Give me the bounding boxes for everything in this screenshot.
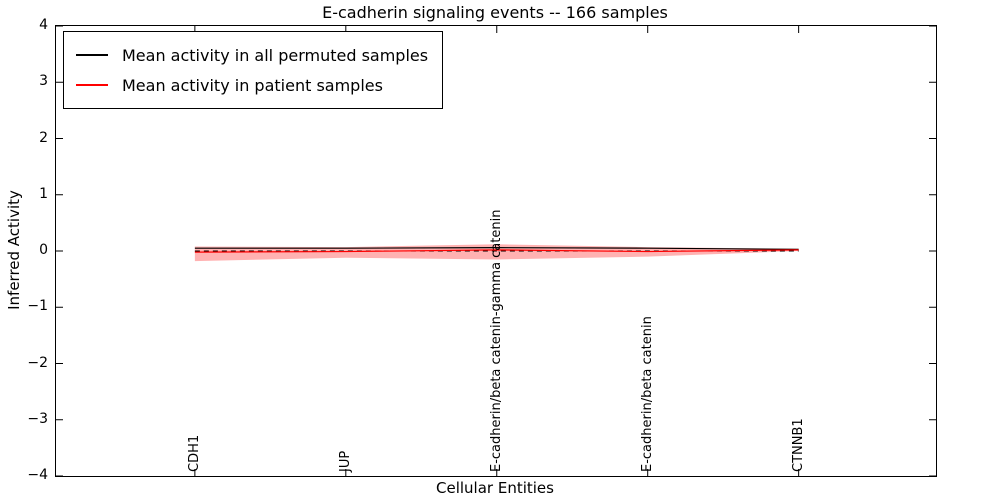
y-tick-label: 3 bbox=[39, 73, 48, 90]
permuted-mean-line bbox=[194, 247, 799, 250]
y-tick-label: 4 bbox=[39, 17, 48, 33]
x-axis-label: Cellular Entities bbox=[436, 479, 554, 497]
y-axis-label: Inferred Activity bbox=[5, 190, 23, 310]
patient-std-band bbox=[194, 244, 799, 262]
y-tick-label: −3 bbox=[27, 410, 48, 427]
legend: Mean activity in all permuted samples Me… bbox=[63, 31, 444, 109]
permuted-line-swatch-icon bbox=[76, 54, 108, 56]
legend-label-patient: Mean activity in patient samples bbox=[122, 75, 383, 95]
y-tick-label: −4 bbox=[27, 467, 48, 483]
y-tick-label: −2 bbox=[27, 354, 48, 371]
plot-area: CDH1 JUP E-cadherin/beta catenin-gamma cat… bbox=[55, 25, 937, 477]
legend-label-permuted: Mean activity in all permuted samples bbox=[122, 45, 429, 65]
patient-mean-line bbox=[194, 249, 799, 253]
patient-line-swatch-icon bbox=[76, 84, 108, 86]
y-tick-label: 2 bbox=[39, 129, 48, 146]
legend-entry-patient: Mean activity in patient samples bbox=[76, 70, 428, 100]
legend-entry-permuted: Mean activity in all permuted samples bbox=[76, 40, 428, 70]
chart-title: E-cadherin signaling events -- 166 sampl… bbox=[322, 3, 668, 22]
plot-canvas bbox=[56, 26, 936, 476]
